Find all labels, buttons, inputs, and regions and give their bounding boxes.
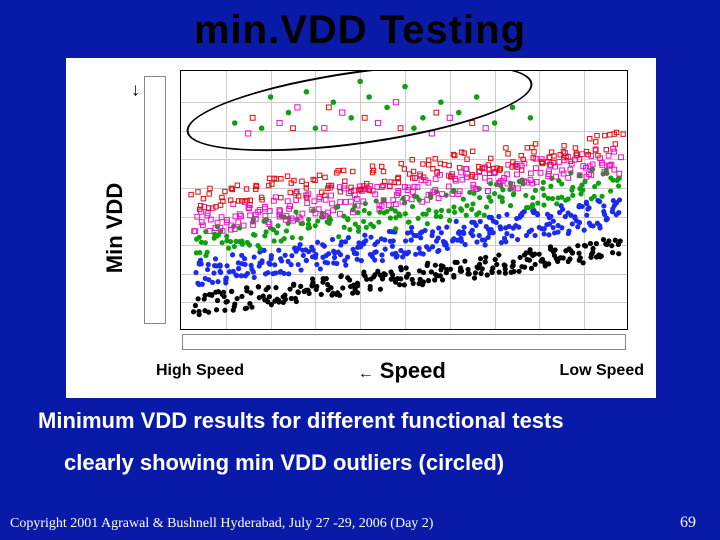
- x-axis-arrow-icon: ←: [358, 365, 374, 383]
- caption-text: Minimum VDD results for different functi…: [38, 404, 712, 480]
- caption-line-2: clearly showing min VDD outliers (circle…: [64, 446, 712, 480]
- y-axis-arrow-icon: ←: [123, 82, 144, 100]
- scatter-plot-area: [180, 70, 628, 330]
- x-axis-left-label: High Speed: [156, 362, 244, 380]
- x-axis-tick-box: [182, 334, 626, 350]
- y-axis-tick-box: [144, 76, 166, 324]
- page-number: 69: [680, 514, 696, 532]
- x-axis-right-label: Low Speed: [560, 362, 644, 380]
- x-axis-center-label: Speed: [380, 358, 446, 384]
- chart-container: Min VDD ← High Speed ← Speed Low Speed: [66, 58, 656, 398]
- y-axis-label: Min VDD: [102, 183, 128, 273]
- caption-line-1: Minimum VDD results for different functi…: [38, 408, 564, 433]
- slide-title: min.VDD Testing: [0, 0, 720, 53]
- x-axis-row: High Speed ← Speed Low Speed: [156, 358, 644, 384]
- copyright-footer: Copyright 2001 Agrawal & Bushnell Hydera…: [10, 516, 433, 532]
